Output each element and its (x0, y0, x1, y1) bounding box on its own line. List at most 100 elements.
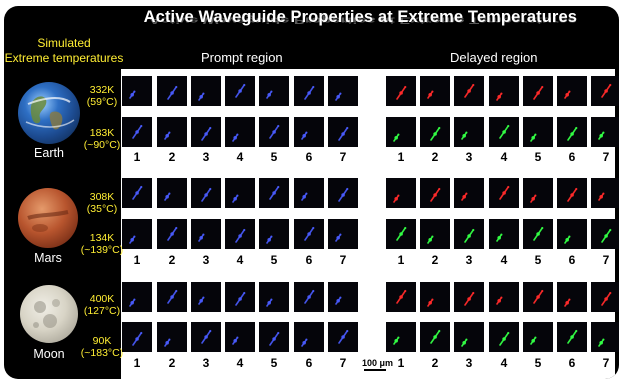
earth-high-prompt-image-1 (122, 76, 152, 106)
mars-high-delayed-image-4 (489, 178, 519, 208)
simulated-label: Simulated (37, 36, 91, 50)
earth-high-delayed-image-6 (557, 76, 587, 106)
moon-low-delayed-image-3 (454, 322, 484, 352)
mars-delayed-column-number: 4 (500, 253, 508, 267)
scale-bar (364, 369, 386, 371)
moon-low-prompt-image-7 (328, 322, 358, 352)
mars-low-prompt-image-2 (157, 219, 187, 249)
moon-high-prompt-image-4 (225, 282, 255, 312)
mars-low-prompt-image-6 (294, 219, 324, 249)
earth-high-temp-c: (59°C) (86, 96, 118, 108)
earth-low-delayed-image-7 (591, 117, 619, 147)
earth-low-delayed-image-2 (420, 117, 450, 147)
mars-high-prompt-image-2 (157, 178, 187, 208)
mars-prompt-column-number: 4 (236, 253, 244, 267)
earth-prompt-column-number: 5 (270, 150, 278, 164)
earth-delayed-column-number: 6 (568, 150, 576, 164)
mars-low-prompt-image-4 (225, 219, 255, 249)
mars-low-prompt-image-1 (122, 219, 152, 249)
earth-delayed-column-number: 5 (534, 150, 542, 164)
moon-low-temp-k: 90K (92, 335, 112, 347)
mars-delayed-column-number: 7 (602, 253, 610, 267)
earth-high-delayed-image-2 (420, 76, 450, 106)
moon-low-prompt-image-1 (122, 322, 152, 352)
earth-low-prompt-image-6 (294, 117, 324, 147)
moon-high-prompt-image-6 (294, 282, 324, 312)
moon-low-prompt-image-3 (191, 322, 221, 352)
mars-low-delayed-image-1 (386, 219, 416, 249)
moon-prompt-column-number: 2 (168, 356, 176, 370)
earth-low-temp-k: 183K (89, 127, 115, 139)
earth-prompt-column-number: 2 (168, 150, 176, 164)
moon-high-delayed-image-6 (557, 282, 587, 312)
moon-low-delayed-image-7 (591, 322, 619, 352)
earth-high-prompt-image-4 (225, 76, 255, 106)
prompt-region-label: Prompt region (201, 50, 283, 65)
earth-globe-icon (18, 82, 80, 144)
moon-delayed-column-number: 5 (534, 356, 542, 370)
mars-globe-icon (18, 188, 78, 248)
mars-delayed-column-number: 3 (465, 253, 473, 267)
earth-low-delayed-image-1 (386, 117, 416, 147)
moon-high-delayed-image-3 (454, 282, 484, 312)
moon-high-prompt-image-2 (157, 282, 187, 312)
moon-high-prompt-image-7 (328, 282, 358, 312)
moon-prompt-column-number: 4 (236, 356, 244, 370)
earth-low-delayed-image-5 (523, 117, 553, 147)
mars-high-temp-k: 308K (89, 191, 115, 203)
mars-delayed-column-number: 6 (568, 253, 576, 267)
moon-delayed-column-number: 7 (602, 356, 610, 370)
mars-high-delayed-image-5 (523, 178, 553, 208)
moon-low-prompt-image-6 (294, 322, 324, 352)
mars-high-delayed-image-3 (454, 178, 484, 208)
earth-high-temp-k: 332K (89, 84, 115, 96)
earth-high-delayed-image-1 (386, 76, 416, 106)
moon-prompt-column-number: 1 (133, 356, 141, 370)
earth-prompt-column-number: 7 (339, 150, 347, 164)
earth-high-prompt-image-5 (259, 76, 289, 106)
earth-delayed-column-number: 4 (500, 150, 508, 164)
moon-prompt-column-number: 7 (339, 356, 347, 370)
earth-prompt-column-number: 3 (202, 150, 210, 164)
mars-high-delayed-image-1 (386, 178, 416, 208)
mars-prompt-column-number: 7 (339, 253, 347, 267)
earth-low-delayed-image-6 (557, 117, 587, 147)
mars-delayed-column-number: 2 (431, 253, 439, 267)
mars-low-temp-c: (~139°C) (80, 244, 124, 256)
mars-low-prompt-image-7 (328, 219, 358, 249)
moon-high-temp-k: 400K (89, 293, 115, 305)
mars-low-delayed-image-3 (454, 219, 484, 249)
earth-prompt-column-number: 4 (236, 150, 244, 164)
scale-bar-label: 100 μm (362, 358, 394, 368)
mars-high-prompt-image-5 (259, 178, 289, 208)
earth-high-delayed-image-4 (489, 76, 519, 106)
earth-low-prompt-image-5 (259, 117, 289, 147)
earth-delayed-column-number: 2 (431, 150, 439, 164)
moon-low-prompt-image-5 (259, 322, 289, 352)
moon-delayed-column-number: 1 (397, 356, 405, 370)
mars-low-delayed-image-2 (420, 219, 450, 249)
mars-high-temp-c: (35°C) (86, 203, 118, 215)
moon-delayed-column-number: 6 (568, 356, 576, 370)
mars-high-prompt-image-1 (122, 178, 152, 208)
earth-low-prompt-image-7 (328, 117, 358, 147)
mars-prompt-column-number: 5 (270, 253, 278, 267)
mars-high-prompt-image-6 (294, 178, 324, 208)
earth-delayed-column-number: 1 (397, 150, 405, 164)
mars-low-delayed-image-5 (523, 219, 553, 249)
mars-low-prompt-image-3 (191, 219, 221, 249)
moon-prompt-column-number: 6 (305, 356, 313, 370)
mars-delayed-column-number: 5 (534, 253, 542, 267)
mars-low-delayed-image-4 (489, 219, 519, 249)
earth-delayed-column-number: 7 (602, 150, 610, 164)
moon-low-prompt-image-2 (157, 322, 187, 352)
mars-high-prompt-image-4 (225, 178, 255, 208)
earth-high-prompt-image-6 (294, 76, 324, 106)
planet-name-moon: Moon (33, 347, 65, 361)
moon-globe-icon (20, 285, 78, 343)
moon-delayed-column-number: 2 (431, 356, 439, 370)
extreme-temperatures-label: Extreme temperatures (4, 51, 124, 65)
mars-high-prompt-image-7 (328, 178, 358, 208)
mars-low-delayed-image-6 (557, 219, 587, 249)
mars-low-delayed-image-7 (591, 219, 619, 249)
